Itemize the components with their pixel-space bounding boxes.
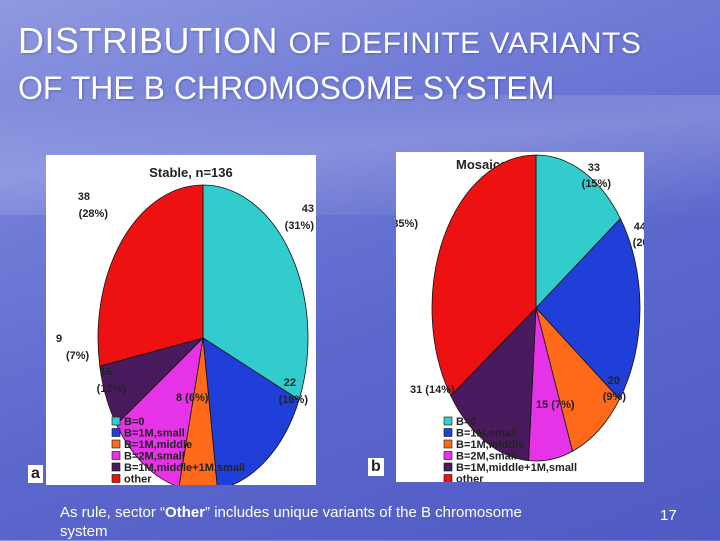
chart-panel-stable: Stable, n=136 43 (31%) 22 (16%) 8 (6%) 16 (12%)… <box>46 155 316 485</box>
chart-panel-mosaics: Mosaics, n=21933(15%)44(20%)20(9%)15 (7%… <box>396 152 644 482</box>
legend-swatch-b-1m-middle <box>443 439 453 449</box>
pie-slice-b-0 <box>202 184 309 401</box>
data-label-count-b-1m-middle-1m-small: 31 (14%) <box>410 384 455 396</box>
legend-entry-b-1m-middle-1m-small: B=1M,middle+1M,small <box>456 462 577 474</box>
data-label-count-b-1m-middle: 8 (6%) <box>176 392 209 404</box>
chart-title-stable: Stable, n=136 <box>149 165 232 180</box>
pie-chart-mosaics: Mosaics, n=21933(15%)44(20%)20(9%)15 (7%… <box>396 154 644 483</box>
legend-entry-other: other <box>456 474 484 483</box>
legend-entry-b-0: B=0 <box>124 416 145 428</box>
legend-entry-b-1m-middle: B=1M,middle <box>124 439 192 451</box>
title-rest-line1: OF DEFINITE VARIANTS <box>288 27 642 60</box>
slide-title-line2: OF THE B CHROMOSOME SYSTEM <box>18 70 555 106</box>
pie-slice-b-1m-middle <box>535 307 621 452</box>
legend-swatch-other <box>111 474 121 483</box>
data-label-count-b-1m-small: 44 <box>634 221 644 233</box>
data-label-pct-b-1m-small: (16%) <box>279 394 309 406</box>
data-label-count-b-1m-middle-1m-small: 9 <box>56 333 62 345</box>
caption-text-pre: As rule, sector “ <box>60 504 166 521</box>
legend-entry-b-1m-small: B=1M,small <box>456 428 517 440</box>
legend-entry-b-2m-small: B=2M,small <box>456 451 517 463</box>
legend-entry-b-1m-small: B=1M,small <box>124 428 185 440</box>
data-label-pct-b-1m-middle-1m-small: (7%) <box>66 350 90 362</box>
legend-entry-b-2m-small: B=2M,small <box>124 451 185 463</box>
title-word-distribution: DISTRIBUTION <box>18 20 279 61</box>
legend-swatch-b-1m-middle <box>111 439 121 449</box>
legend-swatch-b-0 <box>111 416 121 426</box>
pie-slice-b-1m-middle-1m-small <box>450 306 537 462</box>
data-label-pct-b-0: (31%) <box>285 220 315 232</box>
data-label-count-b-1m-middle: 20 <box>608 375 620 387</box>
pie-slice-b-1m-small <box>202 337 300 485</box>
pie-slice-b-1m-middle <box>178 337 218 485</box>
data-label-count-b-2m-small: 15 (7%) <box>536 399 575 411</box>
data-label-count-b-2m-small: 16 <box>100 366 112 378</box>
data-label-count-b-0: 43 <box>302 203 314 215</box>
pie-slice-b-1m-small <box>535 217 641 400</box>
legend-swatch-b-1m-middle-1m-small <box>443 462 453 472</box>
pie-chart-stable: Stable, n=136 43 (31%) 22 (16%) 8 (6%) 16 (12%)… <box>56 165 315 486</box>
legend-swatch-b-0 <box>443 416 453 426</box>
legend-entry-b-1m-middle-1m-small: B=1M,middle+1M,small <box>124 462 245 474</box>
page-number: 17 <box>660 507 677 524</box>
pie-slice-other <box>97 184 204 367</box>
data-label-pct-b-2m-small: (12%) <box>97 383 127 395</box>
legend-swatch-b-2m-small <box>111 451 121 460</box>
data-label-pct-other: (28%) <box>79 208 109 220</box>
legend-entry-b-0: B=0 <box>456 416 477 428</box>
data-label-count-b-0: 33 <box>588 162 600 174</box>
pie-slice-b-0 <box>535 154 621 310</box>
panel-letter-a: a <box>28 465 43 483</box>
legend-swatch-other <box>443 474 453 482</box>
legend-swatch-b-1m-middle-1m-small <box>111 462 121 472</box>
data-label-count-b-1m-small: 22 <box>284 377 296 389</box>
caption-text-post: ” includes unique variants of the B chro… <box>60 504 522 540</box>
legend-swatch-b-2m-small <box>443 451 453 460</box>
data-label-pct-b-1m-middle: (9%) <box>603 391 627 403</box>
caption-text-bold: Other <box>165 504 206 521</box>
data-label-pct-b-1m-small: (20%) <box>633 237 644 249</box>
slide-caption: As rule, sector “Other” includes unique … <box>60 503 560 541</box>
data-label-pct-other: (35%) <box>396 218 418 230</box>
panel-letter-b: b <box>368 458 384 476</box>
legend-entry-other: other <box>124 474 152 486</box>
data-label-count-other: 38 <box>78 191 90 203</box>
slide-title-line1: DISTRIBUTION OF DEFINITE VARIANTS <box>18 20 641 62</box>
legend-entry-b-1m-middle: B=1M,middle <box>456 439 524 451</box>
legend-swatch-b-1m-small <box>443 428 453 437</box>
data-label-pct-b-0: (15%) <box>582 178 612 190</box>
pie-slice-other <box>431 154 537 397</box>
legend-swatch-b-1m-small <box>111 428 121 437</box>
